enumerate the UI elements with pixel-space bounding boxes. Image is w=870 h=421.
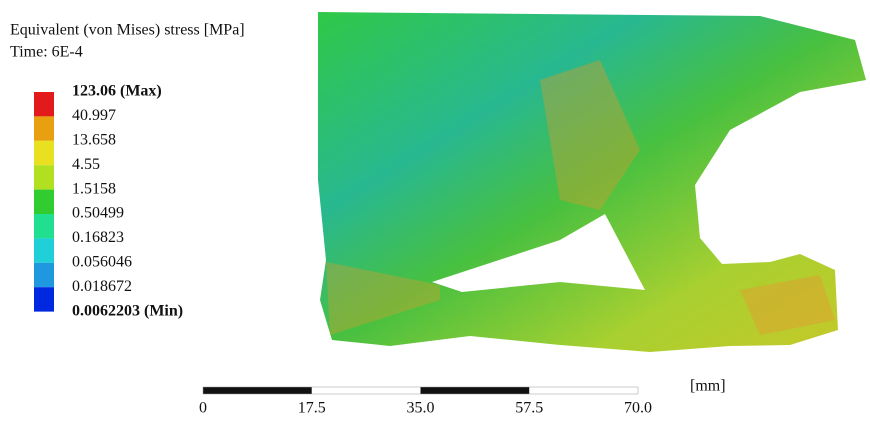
scale-unit: [mm] [690, 378, 726, 395]
scale-segment [529, 387, 638, 394]
legend-swatch [34, 214, 54, 238]
viewport: Equivalent (von Mises) stress [MPa] Time… [0, 0, 870, 421]
legend-label: 1.5158 [72, 180, 116, 197]
legend-swatch [34, 238, 54, 262]
legend-swatch [34, 190, 54, 214]
scale-segment [421, 387, 530, 394]
legend-label: 0.0062203 (Min) [72, 302, 183, 319]
legend-title: Equivalent (von Mises) stress [MPa] [10, 22, 245, 39]
legend-label: 4.55 [72, 156, 100, 173]
legend-label: 0.16823 [72, 229, 124, 246]
legend-label: 0.018672 [72, 278, 132, 295]
scale-label: 70.0 [624, 400, 652, 417]
legend-label: 0.50499 [72, 205, 124, 222]
legend-swatch [34, 141, 54, 165]
scale-segment [312, 387, 421, 394]
scale-label: 57.5 [515, 400, 543, 417]
legend-swatch [34, 165, 54, 189]
legend-swatch [34, 287, 54, 311]
legend-swatch [34, 263, 54, 287]
screenshot: Equivalent (von Mises) stress [MPa] Time… [0, 0, 870, 421]
legend-swatch [34, 92, 54, 116]
scale-label: 0 [199, 400, 207, 417]
legend-time: Time: 6E-4 [10, 44, 83, 61]
legend-label: 40.997 [72, 107, 116, 124]
scale-bar: 0 17.5 35.0 57.5 70.0 [199, 387, 652, 417]
legend-label: 123.06 (Max) [72, 83, 162, 100]
scale-label: 35.0 [407, 400, 435, 417]
legend-label: 0.056046 [72, 253, 132, 270]
scale-segment [203, 387, 312, 394]
legend: 123.06 (Max) 40.997 13.658 4.55 1.5158 0.5049… [34, 83, 183, 320]
scale-label: 17.5 [298, 400, 326, 417]
legend-label: 13.658 [72, 131, 116, 148]
legend-swatch [34, 116, 54, 140]
